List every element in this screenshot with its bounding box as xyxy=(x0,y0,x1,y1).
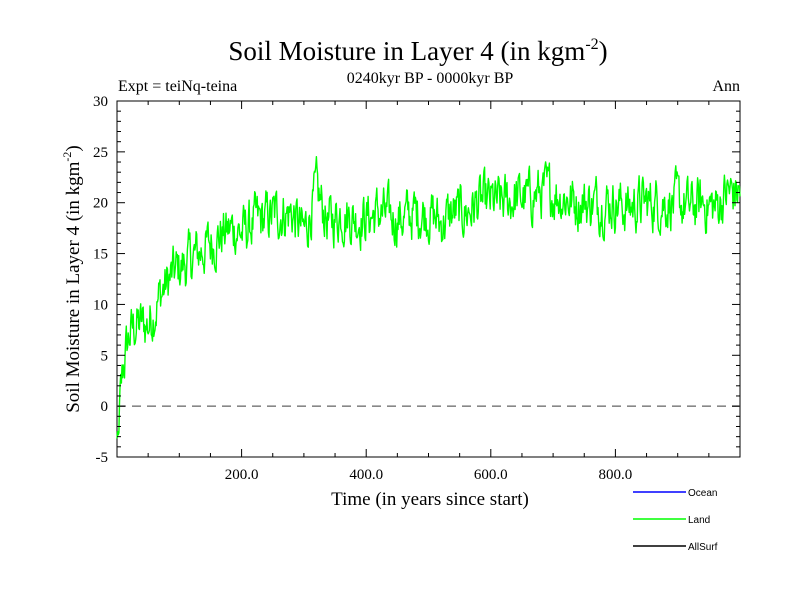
legend: Ocean Land AllSurf xyxy=(633,488,718,553)
y-tick-label: 15 xyxy=(93,247,108,263)
x-tick-label: 200.0 xyxy=(225,467,259,483)
x-tick-label: 600.0 xyxy=(474,467,508,483)
season-label: Ann xyxy=(712,78,740,95)
chart-subtitle: 0240kyr BP - 0000kyr BP xyxy=(347,70,514,87)
legend-label-allsurf: AllSurf xyxy=(688,542,718,553)
legend-label-ocean: Ocean xyxy=(688,488,717,499)
plot-frame xyxy=(116,100,741,458)
y-tick-label: 0 xyxy=(101,399,109,415)
experiment-label: Expt = teiNq-teina xyxy=(118,78,237,95)
legend-label-land: Land xyxy=(688,515,710,526)
x-tick-label: 800.0 xyxy=(599,467,633,483)
y-tick-label: 30 xyxy=(93,94,108,110)
chart-title: Soil Moisture in Layer 4 (in kgm-2) xyxy=(228,36,607,66)
y-tick-label: -5 xyxy=(96,450,109,466)
y-axis-label: Soil Moisture in Layer 4 (in kgm-2) xyxy=(60,145,84,413)
x-tick-label: 400.0 xyxy=(349,467,383,483)
x-axis-label: Time (in years since start) xyxy=(331,489,529,510)
y-tick-label: 25 xyxy=(93,145,108,161)
series-line-land xyxy=(116,155,741,439)
y-tick-label: 5 xyxy=(101,348,109,364)
y-tick-label: 20 xyxy=(93,196,108,212)
y-tick-label: 10 xyxy=(93,297,108,313)
